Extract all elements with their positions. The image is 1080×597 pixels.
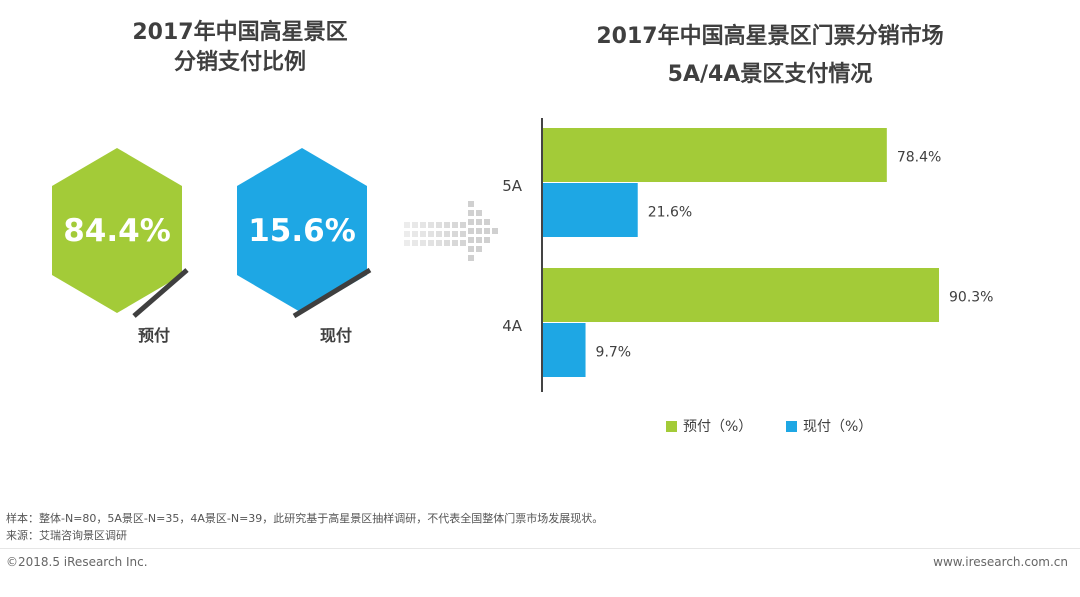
right-chart-title: 2017年中国高星景区门票分销市场 5A/4A景区支付情况 — [560, 18, 980, 94]
prepay-hexagon-shape — [52, 148, 182, 313]
onsite-hexagon: 15.6% — [237, 148, 377, 323]
bar-4A-onsite — [543, 323, 586, 377]
right-title-line2: 5A/4A景区支付情况 — [667, 62, 873, 87]
onsite-pointer-line — [292, 267, 372, 319]
bar-label-5A-onsite: 21.6% — [648, 205, 692, 221]
dotted-arrow-icon — [404, 201, 498, 261]
copyright: ©2018.5 iResearch Inc. — [6, 555, 148, 569]
legend-label-prepay: 预付（%） — [683, 419, 752, 435]
legend-label-onsite: 现付（%） — [803, 419, 872, 435]
left-title-line1: 2017年中国高星景区 — [132, 20, 348, 45]
source-note: 来源：艾瑞咨询景区调研 — [6, 529, 127, 542]
left-title-line2: 分销支付比例 — [173, 50, 306, 75]
category-label-5A: 5A — [502, 177, 523, 195]
right-title-line1: 2017年中国高星景区门票分销市场 — [596, 24, 944, 49]
footer-divider — [0, 548, 1080, 549]
bar-5A-onsite — [543, 183, 638, 237]
onsite-hexagon-shape — [237, 148, 367, 313]
onsite-caption: 现付 — [320, 326, 353, 345]
website: www.iresearch.com.cn — [933, 555, 1068, 569]
onsite-percent: 15.6% — [248, 212, 356, 249]
prepay-hexagon: 84.4% — [52, 148, 192, 323]
prepay-percent: 84.4% — [63, 212, 171, 249]
prepay-pointer-line — [132, 268, 189, 318]
category-label-4A: 4A — [502, 317, 523, 335]
left-chart-title: 2017年中国高星景区 分销支付比例 — [115, 18, 365, 78]
payment-bar-chart: 5A 78.4% 21.6% 4A 90.3% 9.7% 预付（%） 现付（%） — [502, 118, 993, 435]
bar-label-4A-onsite: 9.7% — [596, 345, 632, 361]
bar-4A-prepay — [543, 268, 940, 322]
bar-5A-prepay — [543, 128, 887, 182]
bar-label-4A-prepay: 90.3% — [949, 290, 993, 306]
prepay-caption: 预付 — [138, 326, 171, 345]
bar-label-5A-prepay: 78.4% — [897, 150, 941, 166]
legend-swatch-prepay — [666, 421, 677, 432]
legend-swatch-onsite — [786, 421, 797, 432]
sample-note: 样本：整体-N=80，5A景区-N=35，4A景区-N=39，此研究基于高星景区… — [6, 512, 604, 525]
